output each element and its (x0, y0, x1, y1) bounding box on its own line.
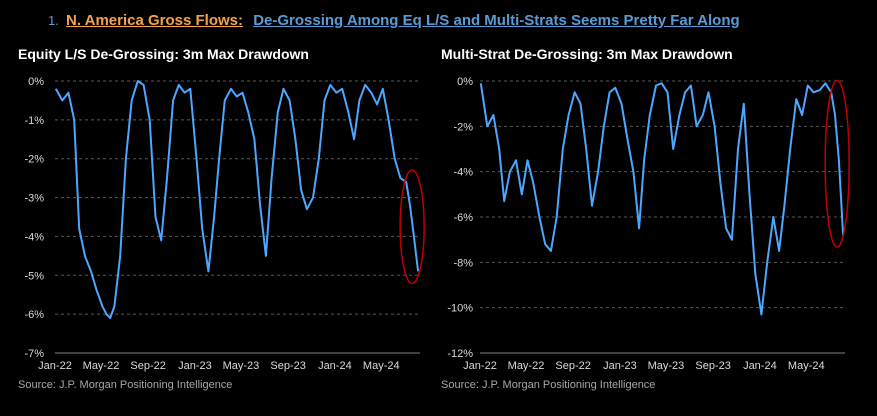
y-tick-label: 0% (28, 76, 44, 88)
chart-title-multi-strat: Multi-Strat De-Grossing: 3m Max Drawdown (441, 46, 733, 62)
x-tick-label: Jan-23 (603, 360, 637, 372)
series-line (479, 82, 845, 316)
y-tick-label: -1% (24, 115, 44, 127)
headline-rest[interactable]: De-Grossing Among Eq L/S and Multi-Strat… (253, 12, 740, 29)
y-tick-label: -5% (24, 270, 44, 282)
y-tick-label: -12% (447, 348, 473, 360)
y-tick-label: -10% (447, 303, 473, 315)
y-tick-label: -4% (24, 231, 44, 243)
x-tick-label: Jan-22 (463, 360, 497, 372)
x-tick-label: Sep-22 (555, 360, 590, 372)
x-tick-label: Jan-24 (743, 360, 777, 372)
series-line (54, 80, 420, 319)
x-tick-label: May-23 (223, 360, 260, 372)
source-note-multi-strat: Source: J.P. Morgan Positioning Intellig… (441, 379, 656, 391)
y-tick-label: -7% (24, 348, 44, 360)
y-tick-label: -3% (24, 193, 44, 205)
highlight-ellipse (824, 79, 850, 248)
headline-number: 1. (48, 13, 59, 28)
x-tick-label: May-23 (648, 360, 685, 372)
y-tick-label: 0% (457, 76, 473, 88)
y-tick-label: -2% (453, 121, 473, 133)
x-tick-label: Jan-24 (318, 360, 352, 372)
x-tick-label: Sep-23 (270, 360, 305, 372)
x-tick-label: Jan-22 (38, 360, 72, 372)
y-tick-label: -6% (24, 309, 44, 321)
x-tick-label: Jan-23 (178, 360, 212, 372)
x-tick-label: Sep-22 (130, 360, 165, 372)
source-note-equity-ls: Source: J.P. Morgan Positioning Intellig… (18, 379, 233, 391)
y-tick-label: -8% (453, 257, 473, 269)
y-tick-label: -2% (24, 154, 44, 166)
highlight-ellipse (399, 169, 425, 285)
chart-title-equity-ls: Equity L/S De-Grossing: 3m Max Drawdown (18, 46, 309, 62)
y-tick-label: -6% (453, 212, 473, 224)
x-tick-label: May-24 (363, 360, 400, 372)
y-tick-label: -4% (453, 167, 473, 179)
x-tick-label: Sep-23 (695, 360, 730, 372)
x-tick-label: May-22 (83, 360, 120, 372)
x-tick-label: May-24 (788, 360, 825, 372)
headline-lead[interactable]: N. America Gross Flows: (66, 12, 244, 29)
x-tick-label: May-22 (508, 360, 545, 372)
headline: 1. N. America Gross Flows: De-Grossing A… (48, 12, 740, 29)
